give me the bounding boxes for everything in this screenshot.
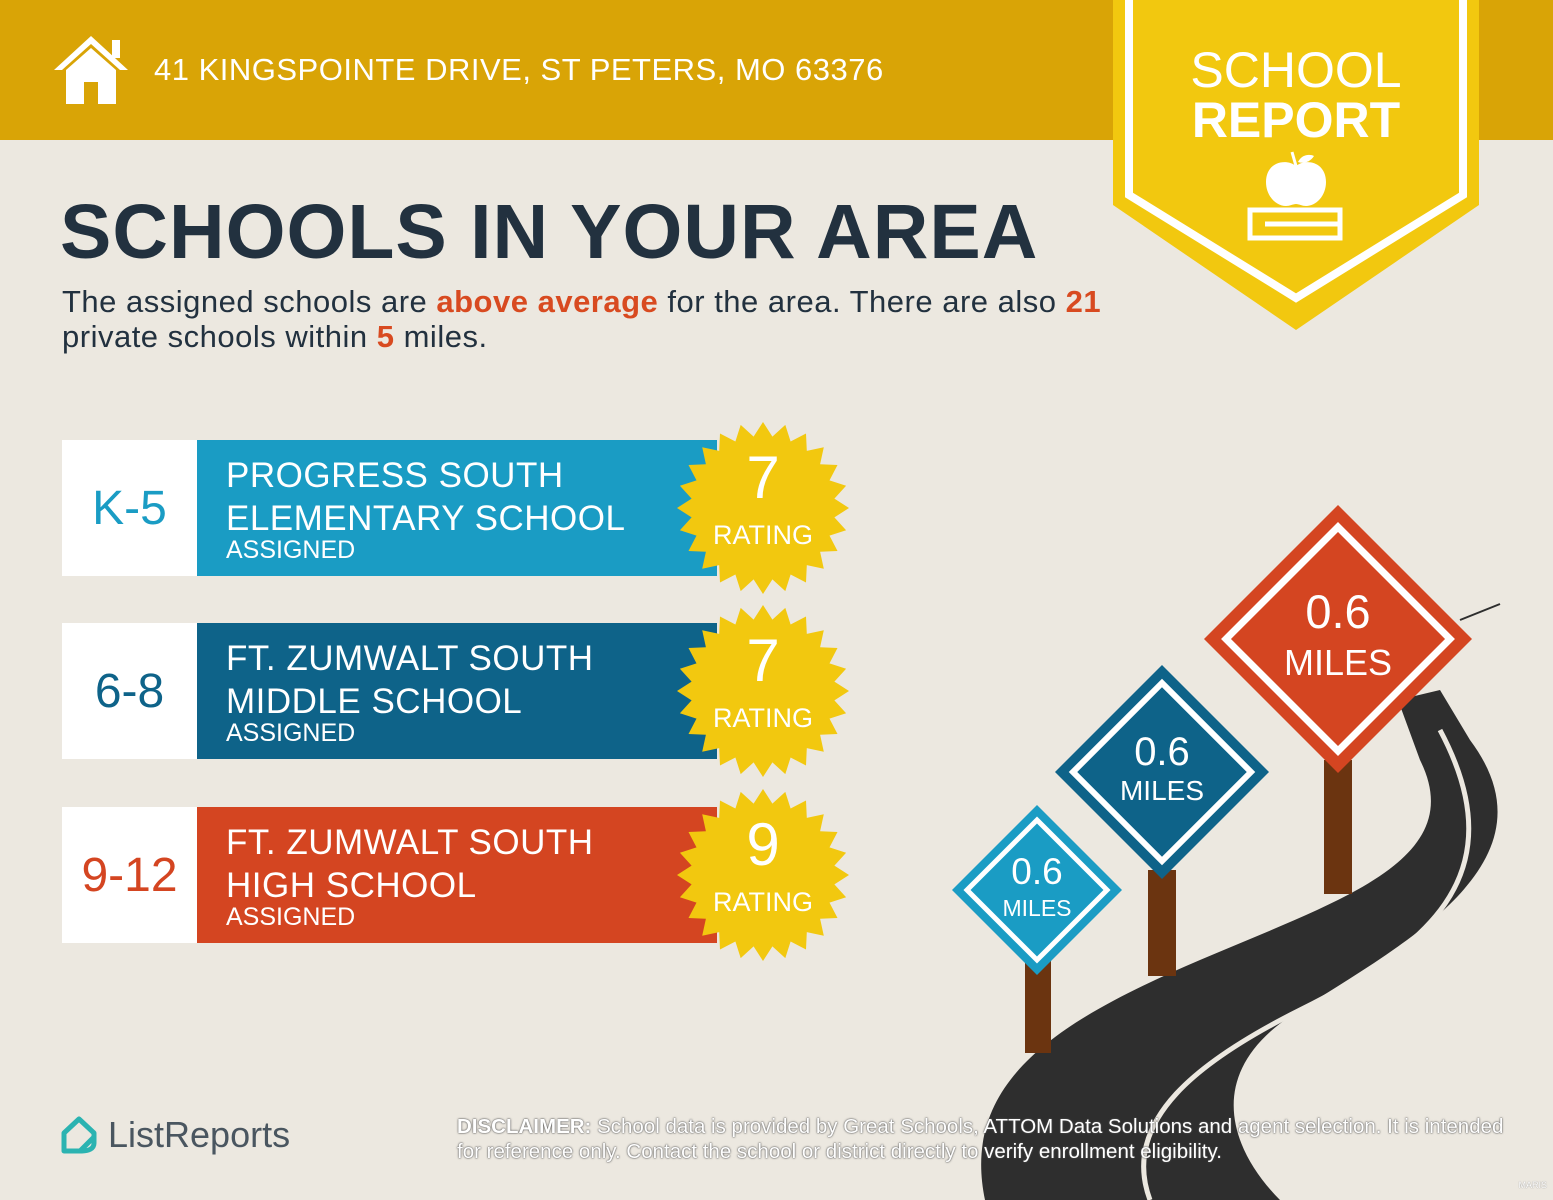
rating-seal-icon (677, 789, 849, 961)
school-name-line: PROGRESS SOUTH (226, 456, 564, 495)
assignment-status: ASSIGNED (226, 719, 356, 747)
school-bar: PROGRESS SOUTH ELEMENTARY SCHOOL ASSIGNED (197, 440, 717, 576)
assignment-status: ASSIGNED (226, 903, 356, 931)
disclaimer: DISCLAIMER: School data is provided by G… (457, 1114, 1507, 1164)
sign-post (1324, 760, 1352, 894)
watermark: MARIS (1518, 1180, 1547, 1190)
home-icon (54, 36, 128, 104)
school-row-elementary: K-5 PROGRESS SOUTH ELEMENTARY SCHOOL ASSI… (62, 422, 862, 594)
rating-value: 7 (746, 627, 780, 694)
radius-miles: 5 (376, 319, 395, 354)
school-bar: FT. ZUMWALT SOUTH HIGH SCHOOL ASSIGNED (197, 807, 717, 943)
disclaimer-text: School data is provided by Great Schools… (457, 1115, 1504, 1163)
summary-part: miles. (394, 319, 488, 354)
summary-highlight-average: above average (436, 284, 659, 319)
school-name-line: FT. ZUMWALT SOUTH (226, 823, 594, 862)
rating-seal-icon (677, 605, 849, 777)
distance-value: 0.6 (1134, 730, 1190, 774)
rating-label: RATING (713, 520, 813, 550)
disclaimer-label: DISCLAIMER: (457, 1115, 592, 1138)
badge-title-line2: REPORT (1191, 92, 1401, 148)
distance-value: 0.6 (1011, 851, 1063, 892)
distance-unit: MILES (1002, 895, 1072, 921)
school-name-line: MIDDLE SCHOOL (226, 682, 523, 721)
property-address: 41 KINGSPOINTE DRIVE, ST PETERS, MO 6337… (154, 52, 884, 87)
rating-value: 7 (746, 444, 780, 511)
school-name-line: HIGH SCHOOL (226, 866, 477, 905)
sign-post (1148, 870, 1176, 976)
road-lane-line (1141, 728, 1472, 1200)
summary-part: for the area. There are also (658, 284, 1066, 319)
school-name: FT. ZUMWALT SOUTH MIDDLE SCHOOL (226, 637, 594, 723)
grade-range: K-5 (62, 440, 197, 576)
assignment-status: ASSIGNED (226, 536, 356, 564)
school-name: FT. ZUMWALT SOUTH HIGH SCHOOL (226, 821, 594, 907)
road (981, 690, 1498, 1200)
listreports-logo-icon (61, 1116, 97, 1154)
seal-shape (677, 789, 849, 961)
distance-sign-high (1204, 505, 1472, 773)
seal-shape (677, 605, 849, 777)
rating-label: RATING (713, 703, 813, 733)
badge-title-line1: SCHOOL (1190, 42, 1402, 98)
rating-seal-icon (677, 422, 849, 594)
private-school-count: 21 (1065, 284, 1102, 319)
road-edge (1459, 603, 1501, 621)
grade-range: 6-8 (62, 623, 197, 759)
listreports-logo: ListReports (60, 1114, 290, 1156)
school-name-line: ELEMENTARY SCHOOL (226, 499, 626, 538)
seal-shape (677, 422, 849, 594)
page-title: SCHOOLS IN YOUR AREA (60, 189, 1039, 275)
school-bar: FT. ZUMWALT SOUTH MIDDLE SCHOOL ASSIGNED (197, 623, 717, 759)
summary-text: The assigned schools are above average f… (62, 284, 1102, 354)
logo-text: ListReports (108, 1114, 291, 1155)
distance-unit: MILES (1283, 642, 1393, 683)
distance-sign-elementary (952, 805, 1122, 975)
grade-range: 9-12 (62, 807, 197, 943)
school-report-badge (1113, 0, 1479, 330)
rating-label: RATING (713, 887, 813, 917)
distance-value: 0.6 (1305, 585, 1371, 638)
rating-value: 9 (746, 811, 780, 878)
school-row-high: 9-12 FT. ZUMWALT SOUTH HIGH SCHOOL ASSIGN… (62, 789, 862, 961)
school-name-line: FT. ZUMWALT SOUTH (226, 639, 594, 678)
school-name: PROGRESS SOUTH ELEMENTARY SCHOOL (226, 454, 625, 540)
summary-part: private schools within (62, 319, 377, 354)
sign-post (1025, 960, 1051, 1053)
school-row-middle: 6-8 FT. ZUMWALT SOUTH MIDDLE SCHOOL ASSIG… (62, 605, 862, 777)
distance-unit: MILES (1119, 775, 1205, 806)
summary-part: The assigned schools are (62, 284, 437, 319)
apple-on-book-icon (1247, 151, 1343, 241)
distance-sign-middle (1055, 665, 1269, 879)
